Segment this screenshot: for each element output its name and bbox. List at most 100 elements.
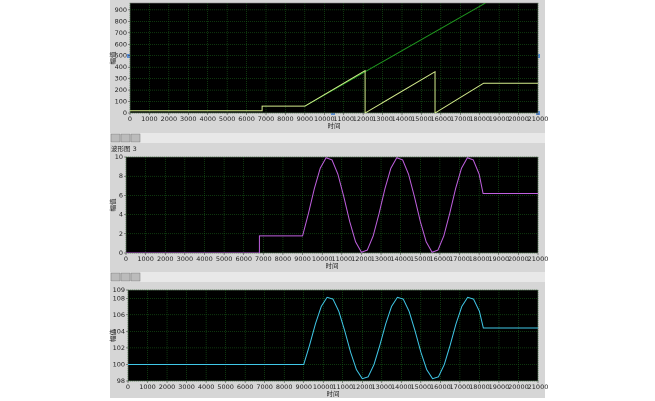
y-tick-label: 0 [123,109,127,117]
tool-button[interactable] [130,272,141,282]
x-tick-label: 19000 [488,255,509,263]
x-tick-label: 10000 [314,115,335,123]
x-tick-label: 14000 [391,383,412,391]
x-tick-label: 12000 [351,255,372,263]
x-tick-label: 21000 [528,383,549,391]
y-tick-label: 800 [115,17,127,25]
x-tick-label: 1000 [141,115,158,123]
x-tick-label: 13000 [371,383,392,391]
chart-title: 波形图 3 [111,144,137,153]
x-tick-label: 4000 [198,383,215,391]
x-tick-label: 20000 [508,255,529,263]
y-tick-label: 400 [115,63,127,71]
y-tick-label: 2 [119,230,123,238]
x-tick-label: 15000 [410,255,431,263]
series-line [128,296,538,380]
x-tick-label: 17000 [450,115,471,123]
y-tick-label: 700 [115,29,127,37]
x-tick-label: 11000 [331,255,352,263]
x-tick-label: 14000 [392,115,413,123]
y-tick-label: 600 [115,40,127,48]
y-tick-label: 300 [115,75,127,83]
x-tick-label: 17000 [449,255,470,263]
y-axis-label: 幅值 [108,329,117,343]
y-tick-label: 200 [115,86,127,94]
tool-button[interactable] [110,272,121,282]
x-tick-label: 6000 [238,115,255,123]
y-tick-label: 100 [113,360,125,368]
x-tick-label: 11000 [333,115,354,123]
y-tick-label: 102 [113,344,125,352]
y-tick-label: 0 [119,249,123,257]
x-tick-label: 9000 [297,115,314,123]
x-tick-label: 5000 [217,383,234,391]
plot-area [127,289,539,382]
y-tick-label: 10 [115,153,123,161]
x-tick-label: 21000 [528,255,549,263]
x-tick-label: 15000 [411,383,432,391]
x-tick-label: 9000 [295,383,312,391]
x-tick-label: 4000 [196,255,213,263]
x-tick-label: 0 [126,383,130,391]
x-tick-label: 3000 [180,115,197,123]
x-tick-label: 13000 [371,255,392,263]
y-tick-label: 108 [113,294,125,302]
x-tick-label: 2000 [161,115,178,123]
x-tick-label: 19000 [489,115,510,123]
x-tick-label: 10000 [312,255,333,263]
x-tick-label: 18000 [469,383,490,391]
x-tick-label: 17000 [450,383,471,391]
x-tick-label: 9000 [294,255,311,263]
x-tick-label: 21000 [528,115,549,123]
x-tick-label: 16000 [430,255,451,263]
y-tick-label: 4 [119,211,123,219]
tool-button[interactable] [130,133,141,143]
x-tick-label: 6000 [237,383,254,391]
x-tick-label: 7000 [256,383,273,391]
x-tick-label: 3000 [177,255,194,263]
y-tick-label: 900 [115,6,127,14]
handle[interactable] [127,54,131,58]
x-tick-label: 0 [124,255,128,263]
tool-button[interactable] [110,133,121,143]
tool-button[interactable] [120,272,131,282]
x-tick-label: 0 [128,115,132,123]
x-tick-label: 5000 [216,255,233,263]
toolbar [110,272,545,282]
toolbar [110,133,545,143]
x-axis-label: 时间 [328,121,341,130]
series-line [130,69,538,113]
y-tick-label: 100 [115,98,127,106]
x-tick-label: 10000 [313,383,334,391]
x-tick-label: 16000 [430,383,451,391]
x-axis-label: 时间 [326,261,339,270]
x-tick-label: 12000 [353,115,374,123]
x-tick-label: 7000 [258,115,275,123]
x-tick-label: 15000 [411,115,432,123]
y-tick-label: 109 [113,286,125,294]
x-tick-label: 3000 [178,383,195,391]
x-tick-label: 11000 [332,383,353,391]
y-tick-label: 98 [117,377,125,385]
x-tick-label: 16000 [431,115,452,123]
x-tick-label: 8000 [277,115,294,123]
series-line [126,157,538,253]
x-tick-label: 18000 [469,115,490,123]
x-tick-label: 14000 [390,255,411,263]
y-tick-label: 106 [113,311,125,319]
x-tick-label: 6000 [235,255,252,263]
x-tick-label: 8000 [276,383,293,391]
x-tick-label: 20000 [508,383,529,391]
y-tick-label: 104 [113,327,125,335]
x-tick-label: 2000 [157,255,174,263]
y-axis-label: 幅值 [108,51,117,65]
x-tick-label: 19000 [489,383,510,391]
y-axis-label: 幅值 [108,198,117,212]
x-tick-label: 5000 [219,115,236,123]
x-tick-label: 13000 [372,115,393,123]
tool-button[interactable] [120,133,131,143]
x-tick-label: 8000 [275,255,292,263]
y-tick-label: 8 [119,172,123,180]
x-tick-label: 12000 [352,383,373,391]
